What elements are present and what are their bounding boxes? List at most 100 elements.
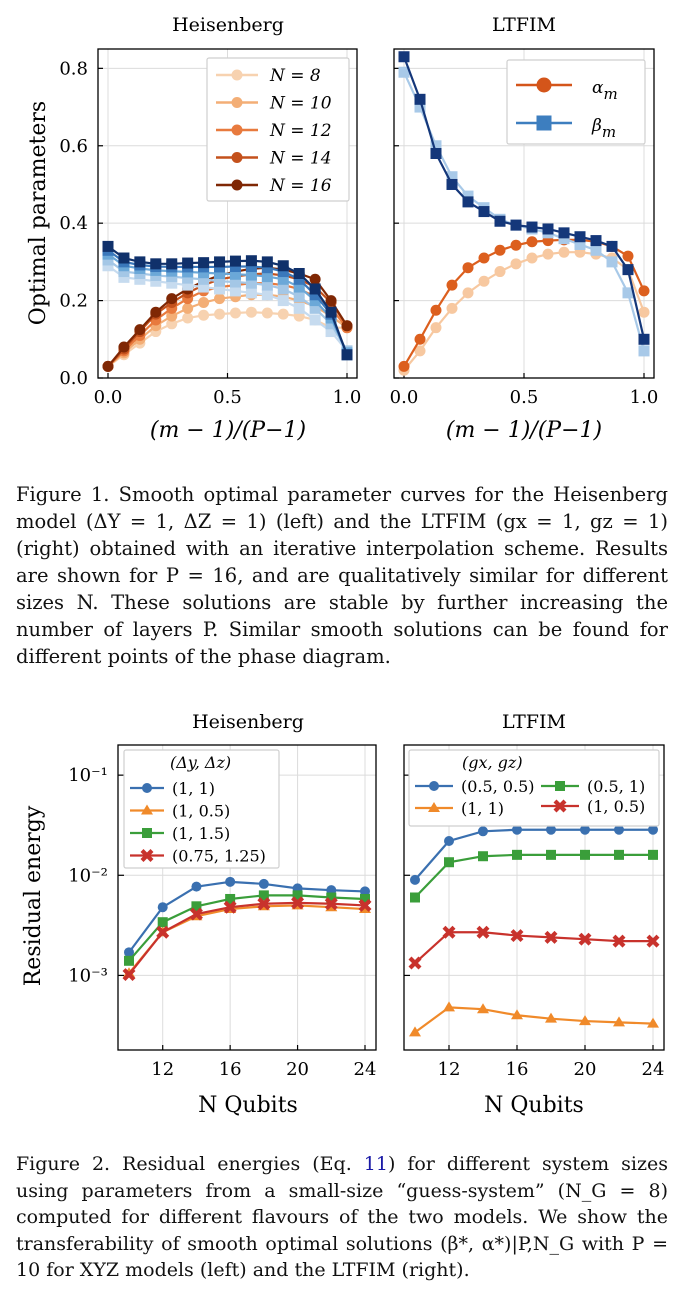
- data-point: [309, 314, 321, 326]
- xtick-label: 24: [354, 1059, 377, 1080]
- fig1-title-ltfim: LTFIM: [492, 14, 556, 36]
- data-point: [309, 295, 321, 307]
- data-point: [245, 255, 257, 267]
- data-point: [156, 925, 170, 939]
- data-point: [261, 271, 273, 283]
- data-point: [646, 934, 660, 948]
- data-point: [118, 271, 130, 283]
- data-point: [512, 824, 522, 835]
- data-point: [182, 279, 194, 291]
- series-line: [107, 245, 349, 356]
- data-point: [558, 233, 570, 245]
- data-point: [408, 956, 422, 970]
- xtick-label: 1.0: [333, 387, 362, 408]
- legend-box: [408, 749, 660, 827]
- fig1-ylabel: Optimal parameters: [26, 101, 51, 325]
- data-point: [166, 277, 178, 289]
- data-point: [182, 312, 194, 324]
- legend-label-subscript: m: [603, 85, 617, 103]
- data-point: [358, 898, 372, 912]
- xtick-label: 0.0: [390, 387, 419, 408]
- data-point: [124, 947, 134, 958]
- data-point: [622, 250, 634, 262]
- data-point: [444, 857, 454, 868]
- figure1-labels: Heisenberg LTFIM Optimal parameters (m −…: [26, 14, 602, 443]
- data-point: [430, 140, 442, 152]
- data-point: [360, 886, 370, 897]
- fig1-legend-left: N = 8 N = 10 N = 12 N = 14 N = 16: [206, 57, 350, 202]
- data-point: [325, 295, 337, 307]
- data-point: [261, 307, 273, 319]
- data-point: [526, 221, 538, 233]
- series-N-16: [102, 240, 353, 361]
- ytick-label: 10⁻¹: [68, 765, 108, 786]
- data-point: [225, 876, 236, 887]
- fig2-legend-right: (gx, gz) (0.5, 0.5) (0.5, 1) (1, 1) (1, 0.5): [408, 749, 660, 827]
- series-line: [414, 931, 653, 964]
- ytick-label: 0.6: [59, 136, 88, 157]
- data-point: [214, 256, 226, 268]
- fig2-panel-heisenberg: 12 16 20 24 10⁻¹ 10⁻² 10⁻³: [68, 745, 376, 1080]
- fig2-caption-eq-ref[interactable]: 11: [363, 1153, 388, 1175]
- series--1-1-: [409, 1001, 659, 1037]
- data-point: [398, 51, 410, 63]
- data-point: [277, 266, 289, 278]
- data-point: [494, 244, 506, 256]
- legend-title: (Δy, Δz): [170, 753, 231, 772]
- data-point: [341, 349, 353, 361]
- data-point: [606, 256, 618, 268]
- fig1-panel-heisenberg: 0.0 0.2 0.4 0.6 0.8 0.0 0.5 1.0: [59, 49, 361, 408]
- data-point: [542, 223, 554, 235]
- fig1-axes-frame: [393, 48, 655, 379]
- data-point: [478, 206, 490, 218]
- data-point: [245, 306, 257, 318]
- fig2-legend-left: (Δy, Δz) (1, 1) (1, 0.5) (1, 1.5) (0.75, 1.2…: [123, 749, 280, 869]
- data-point: [277, 260, 289, 272]
- legend-marker: [231, 152, 243, 163]
- data-point: [613, 1016, 625, 1027]
- data-point: [546, 824, 556, 835]
- data-point: [430, 304, 442, 316]
- data-point: [198, 267, 210, 279]
- fig2-title-ltfim: LTFIM: [502, 711, 566, 733]
- data-point: [360, 893, 370, 904]
- data-point: [198, 273, 210, 285]
- data-point: [545, 1012, 557, 1023]
- data-point: [324, 897, 338, 911]
- data-point: [118, 252, 130, 264]
- series-N-8: [102, 260, 353, 357]
- data-point: [309, 302, 321, 314]
- data-point: [510, 219, 522, 231]
- data-point: [526, 236, 538, 248]
- series-line: [128, 894, 366, 962]
- legend-label: N = 14: [269, 149, 332, 169]
- fig1-xlabel-left: (m − 1)/(P−1): [150, 418, 306, 443]
- data-point: [150, 258, 162, 270]
- fig1-panel-ltfim: 0.0 0.5 1.0: [390, 49, 658, 408]
- figure2-caption: Figure 2. Residual energies (Eq. 11) for…: [16, 1151, 668, 1284]
- data-point: [494, 215, 506, 227]
- legend-marker: [553, 799, 567, 813]
- data-point: [258, 890, 269, 901]
- data-point: [494, 266, 506, 278]
- series--1-1-5-: [124, 890, 370, 966]
- data-point: [612, 934, 626, 948]
- data-point: [166, 310, 178, 322]
- data-point: [410, 874, 420, 885]
- data-point: [614, 824, 624, 835]
- series-line: [414, 853, 653, 899]
- data-point: [462, 196, 474, 208]
- data-point: [442, 925, 456, 939]
- data-point: [511, 1009, 523, 1020]
- series-line: [402, 56, 646, 340]
- data-point: [257, 897, 271, 911]
- data-point: [182, 257, 194, 269]
- xtick-label: 16: [506, 1059, 529, 1080]
- data-point: [277, 273, 289, 285]
- data-point: [478, 826, 488, 837]
- data-point: [134, 324, 146, 336]
- series-line: [107, 264, 348, 352]
- series-line: [107, 253, 349, 354]
- xtick-label: 20: [286, 1059, 309, 1080]
